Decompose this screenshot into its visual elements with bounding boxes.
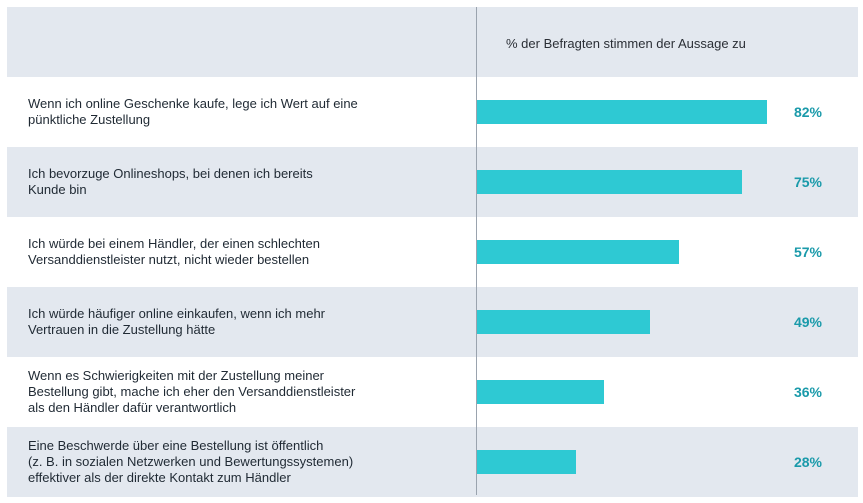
value-label: 75% <box>793 174 822 190</box>
row-background <box>7 427 858 497</box>
bar <box>477 240 679 264</box>
column-header: % der Befragten stimmen der Aussage zu <box>506 36 746 51</box>
bar <box>477 310 651 334</box>
row-background <box>7 287 858 357</box>
bar <box>477 450 577 474</box>
category-label: Wenn es Schwierigkeiten mit der Zustellu… <box>28 368 356 415</box>
value-label: 57% <box>793 244 822 260</box>
bar <box>477 100 767 124</box>
category-label: Eine Beschwerde über eine Bestellung ist… <box>28 438 354 485</box>
axis-divider <box>476 7 477 495</box>
value-label: 82% <box>793 104 822 120</box>
value-label: 28% <box>793 454 822 470</box>
category-label: Ich bevorzuge Onlineshops, bei denen ich… <box>28 166 313 197</box>
category-label: Ich würde bei einem Händler, der einen s… <box>28 236 320 267</box>
value-label: 49% <box>793 314 822 330</box>
bar <box>477 380 605 404</box>
bar <box>477 170 743 194</box>
category-label: Wenn ich online Geschenke kaufe, lege ic… <box>28 96 358 127</box>
header-background <box>7 7 858 77</box>
category-label: Ich würde häufiger online einkaufen, wen… <box>28 306 326 337</box>
value-label: 36% <box>793 384 822 400</box>
